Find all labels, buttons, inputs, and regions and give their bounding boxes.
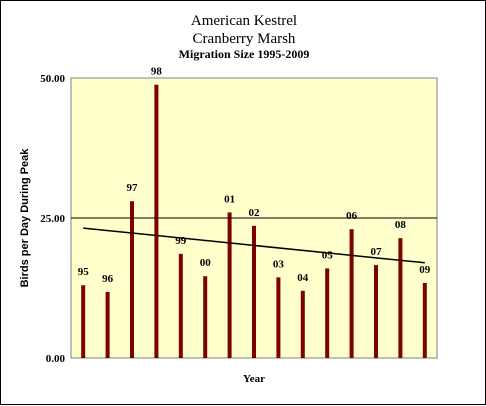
bar-98 xyxy=(154,84,159,358)
y-tick-label-50: 50.00 xyxy=(40,73,65,85)
y-tick-label-0: 0.00 xyxy=(46,353,66,365)
bar-label-95: 95 xyxy=(78,266,90,278)
bar-95 xyxy=(81,285,86,358)
bars-layer xyxy=(81,84,427,358)
bar-00 xyxy=(203,276,208,358)
bar-label-96: 96 xyxy=(102,273,114,285)
bar-label-03: 03 xyxy=(273,258,285,270)
bar-label-08: 08 xyxy=(395,219,407,231)
bar-02 xyxy=(252,225,256,358)
bar-06 xyxy=(349,229,354,358)
bar-08 xyxy=(398,238,403,358)
bar-label-04: 04 xyxy=(297,272,309,284)
bar-label-02: 02 xyxy=(249,207,261,219)
bar-05 xyxy=(325,268,330,358)
x-axis-label: Year xyxy=(243,373,265,385)
bar-label-99: 99 xyxy=(175,235,187,247)
bar-label-97: 97 xyxy=(127,182,139,194)
bar-07 xyxy=(374,265,378,358)
bar-04 xyxy=(300,290,305,358)
linear-trendline xyxy=(83,227,425,264)
bar-label-01: 01 xyxy=(224,193,235,205)
bar-99 xyxy=(178,253,183,358)
bar-label-07: 07 xyxy=(371,246,383,258)
bar-label-09: 09 xyxy=(419,264,431,276)
bar-97 xyxy=(130,201,134,358)
y-tick-label-25: 25.00 xyxy=(40,213,65,225)
y-axis-label: Birds per Day During Peak xyxy=(19,148,31,288)
bar-label-98: 98 xyxy=(151,66,163,78)
bar-03 xyxy=(276,277,281,358)
bar-label-05: 05 xyxy=(322,249,334,261)
trendline-layer xyxy=(71,217,437,264)
bar-labels-layer: 95 96 97 98 99 00 01 02 03 04 05 06 07 08 09 xyxy=(78,66,431,285)
bar-96 xyxy=(105,291,110,358)
chart-title-line-2: Cranberry Marsh xyxy=(193,31,296,47)
bar-01 xyxy=(227,212,232,358)
chart-title-line-1: American Kestrel xyxy=(191,13,297,29)
bar-label-06: 06 xyxy=(346,210,358,222)
bar-09 xyxy=(422,282,427,358)
chart-subtitle: Migration Size 1995-2009 xyxy=(179,47,310,61)
bar-label-00: 00 xyxy=(200,257,212,269)
